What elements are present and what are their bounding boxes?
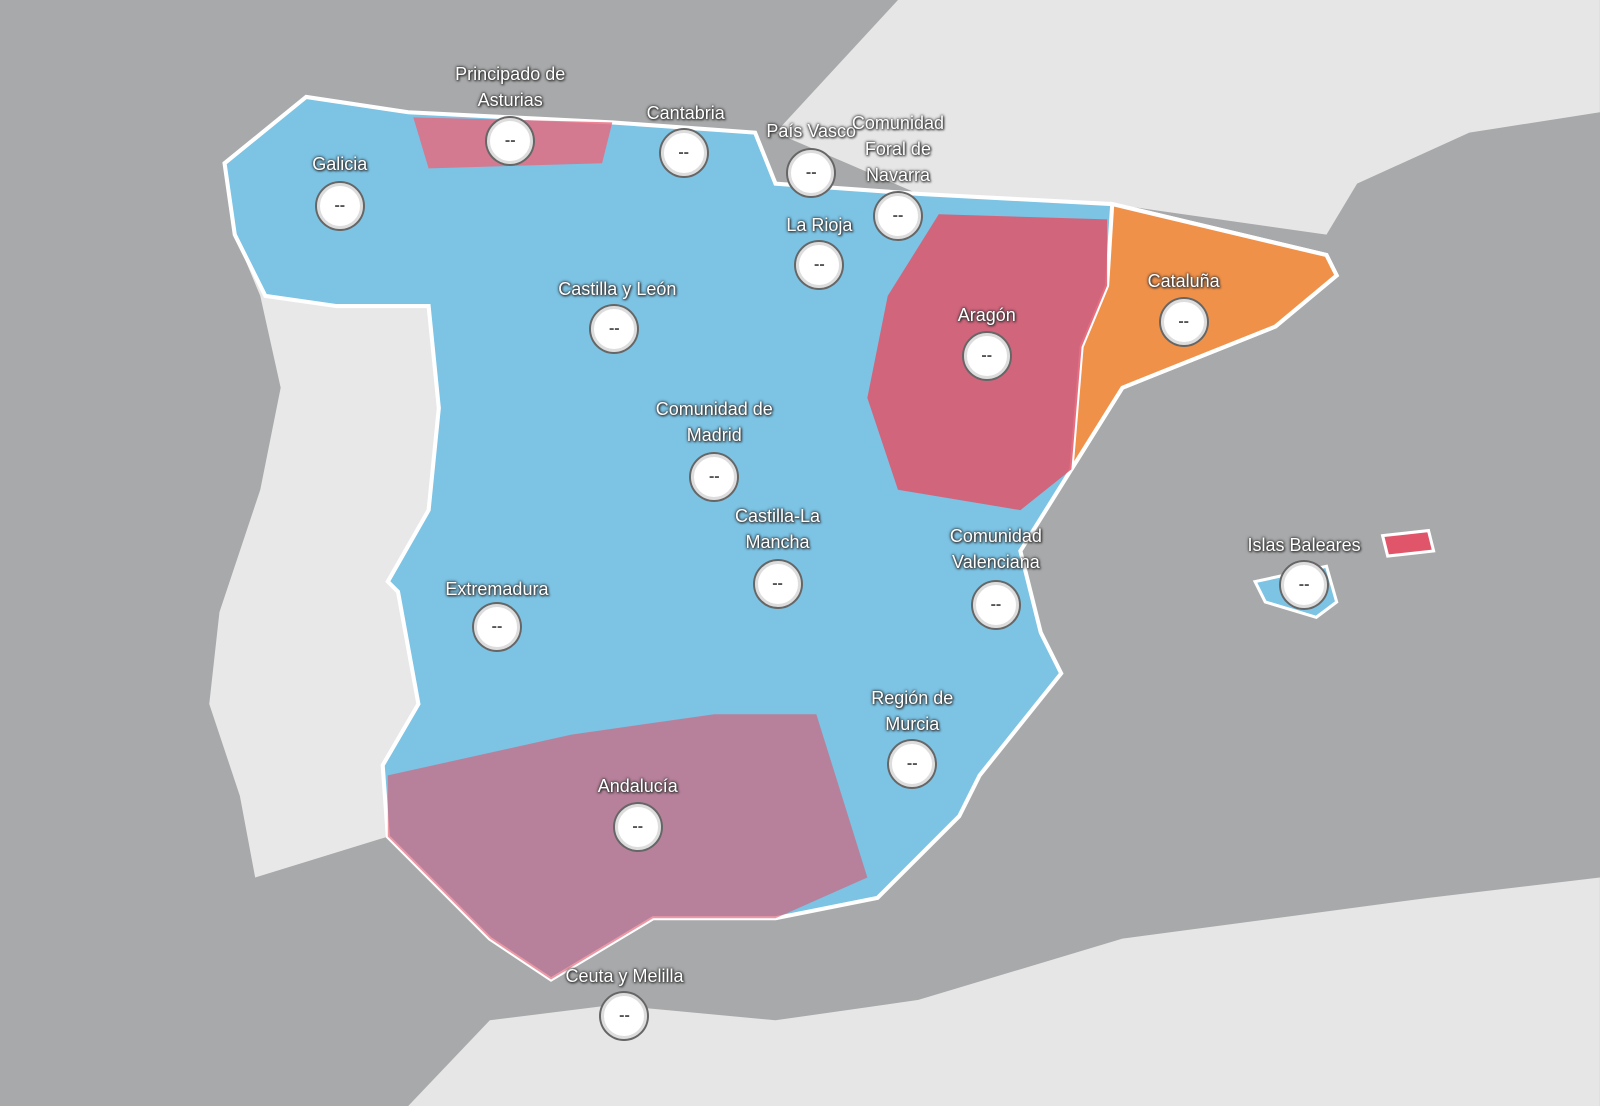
region-label: Comunidad de Madrid [655, 398, 773, 445]
region-badge[interactable]: -- [601, 993, 648, 1040]
region-label: Aragón [957, 305, 1016, 326]
region-label: Andalucía [597, 776, 678, 797]
region-badge[interactable]: -- [889, 741, 936, 788]
region-label: La Rioja [786, 215, 853, 236]
region-badge[interactable]: -- [614, 803, 661, 850]
region-badge[interactable]: -- [963, 333, 1010, 380]
region-badge[interactable]: -- [473, 603, 520, 650]
region-label: Comunidad Valenciana [949, 526, 1042, 573]
region-badge[interactable]: -- [591, 305, 638, 352]
region-badge[interactable]: -- [972, 582, 1019, 629]
region-badge[interactable]: -- [1281, 561, 1328, 608]
region-badge[interactable]: -- [788, 150, 835, 197]
region-label: Ceuta y Melilla [565, 966, 684, 987]
region-label: Cataluña [1147, 271, 1220, 292]
region-badge[interactable]: -- [487, 117, 534, 164]
region-label: Comunidad Foral de Navarra [851, 113, 944, 186]
region-badge[interactable]: -- [874, 193, 921, 240]
catalonia [1069, 201, 1340, 471]
region-label: Islas Baleares [1247, 534, 1361, 555]
france [775, 0, 1600, 235]
region-label: País Vasco [766, 121, 857, 142]
region-badge[interactable]: -- [754, 560, 801, 607]
region-label: Castilla-La Mancha [735, 506, 821, 553]
region-badge[interactable]: -- [691, 453, 738, 500]
region-label: Castilla y León [558, 278, 677, 299]
menorca [1380, 528, 1436, 558]
region-badge[interactable]: -- [796, 242, 843, 289]
region-badge[interactable]: -- [660, 130, 707, 177]
region-label: Región de Murcia [871, 687, 954, 734]
region-label: Principado de Asturias [455, 64, 566, 111]
region-label: Extremadura [445, 578, 549, 599]
region-badge[interactable]: -- [1160, 299, 1207, 346]
region-label: Cantabria [646, 103, 725, 123]
region-label: Galicia [312, 154, 368, 175]
africa [408, 877, 1600, 1106]
region-badge[interactable]: -- [316, 183, 363, 230]
